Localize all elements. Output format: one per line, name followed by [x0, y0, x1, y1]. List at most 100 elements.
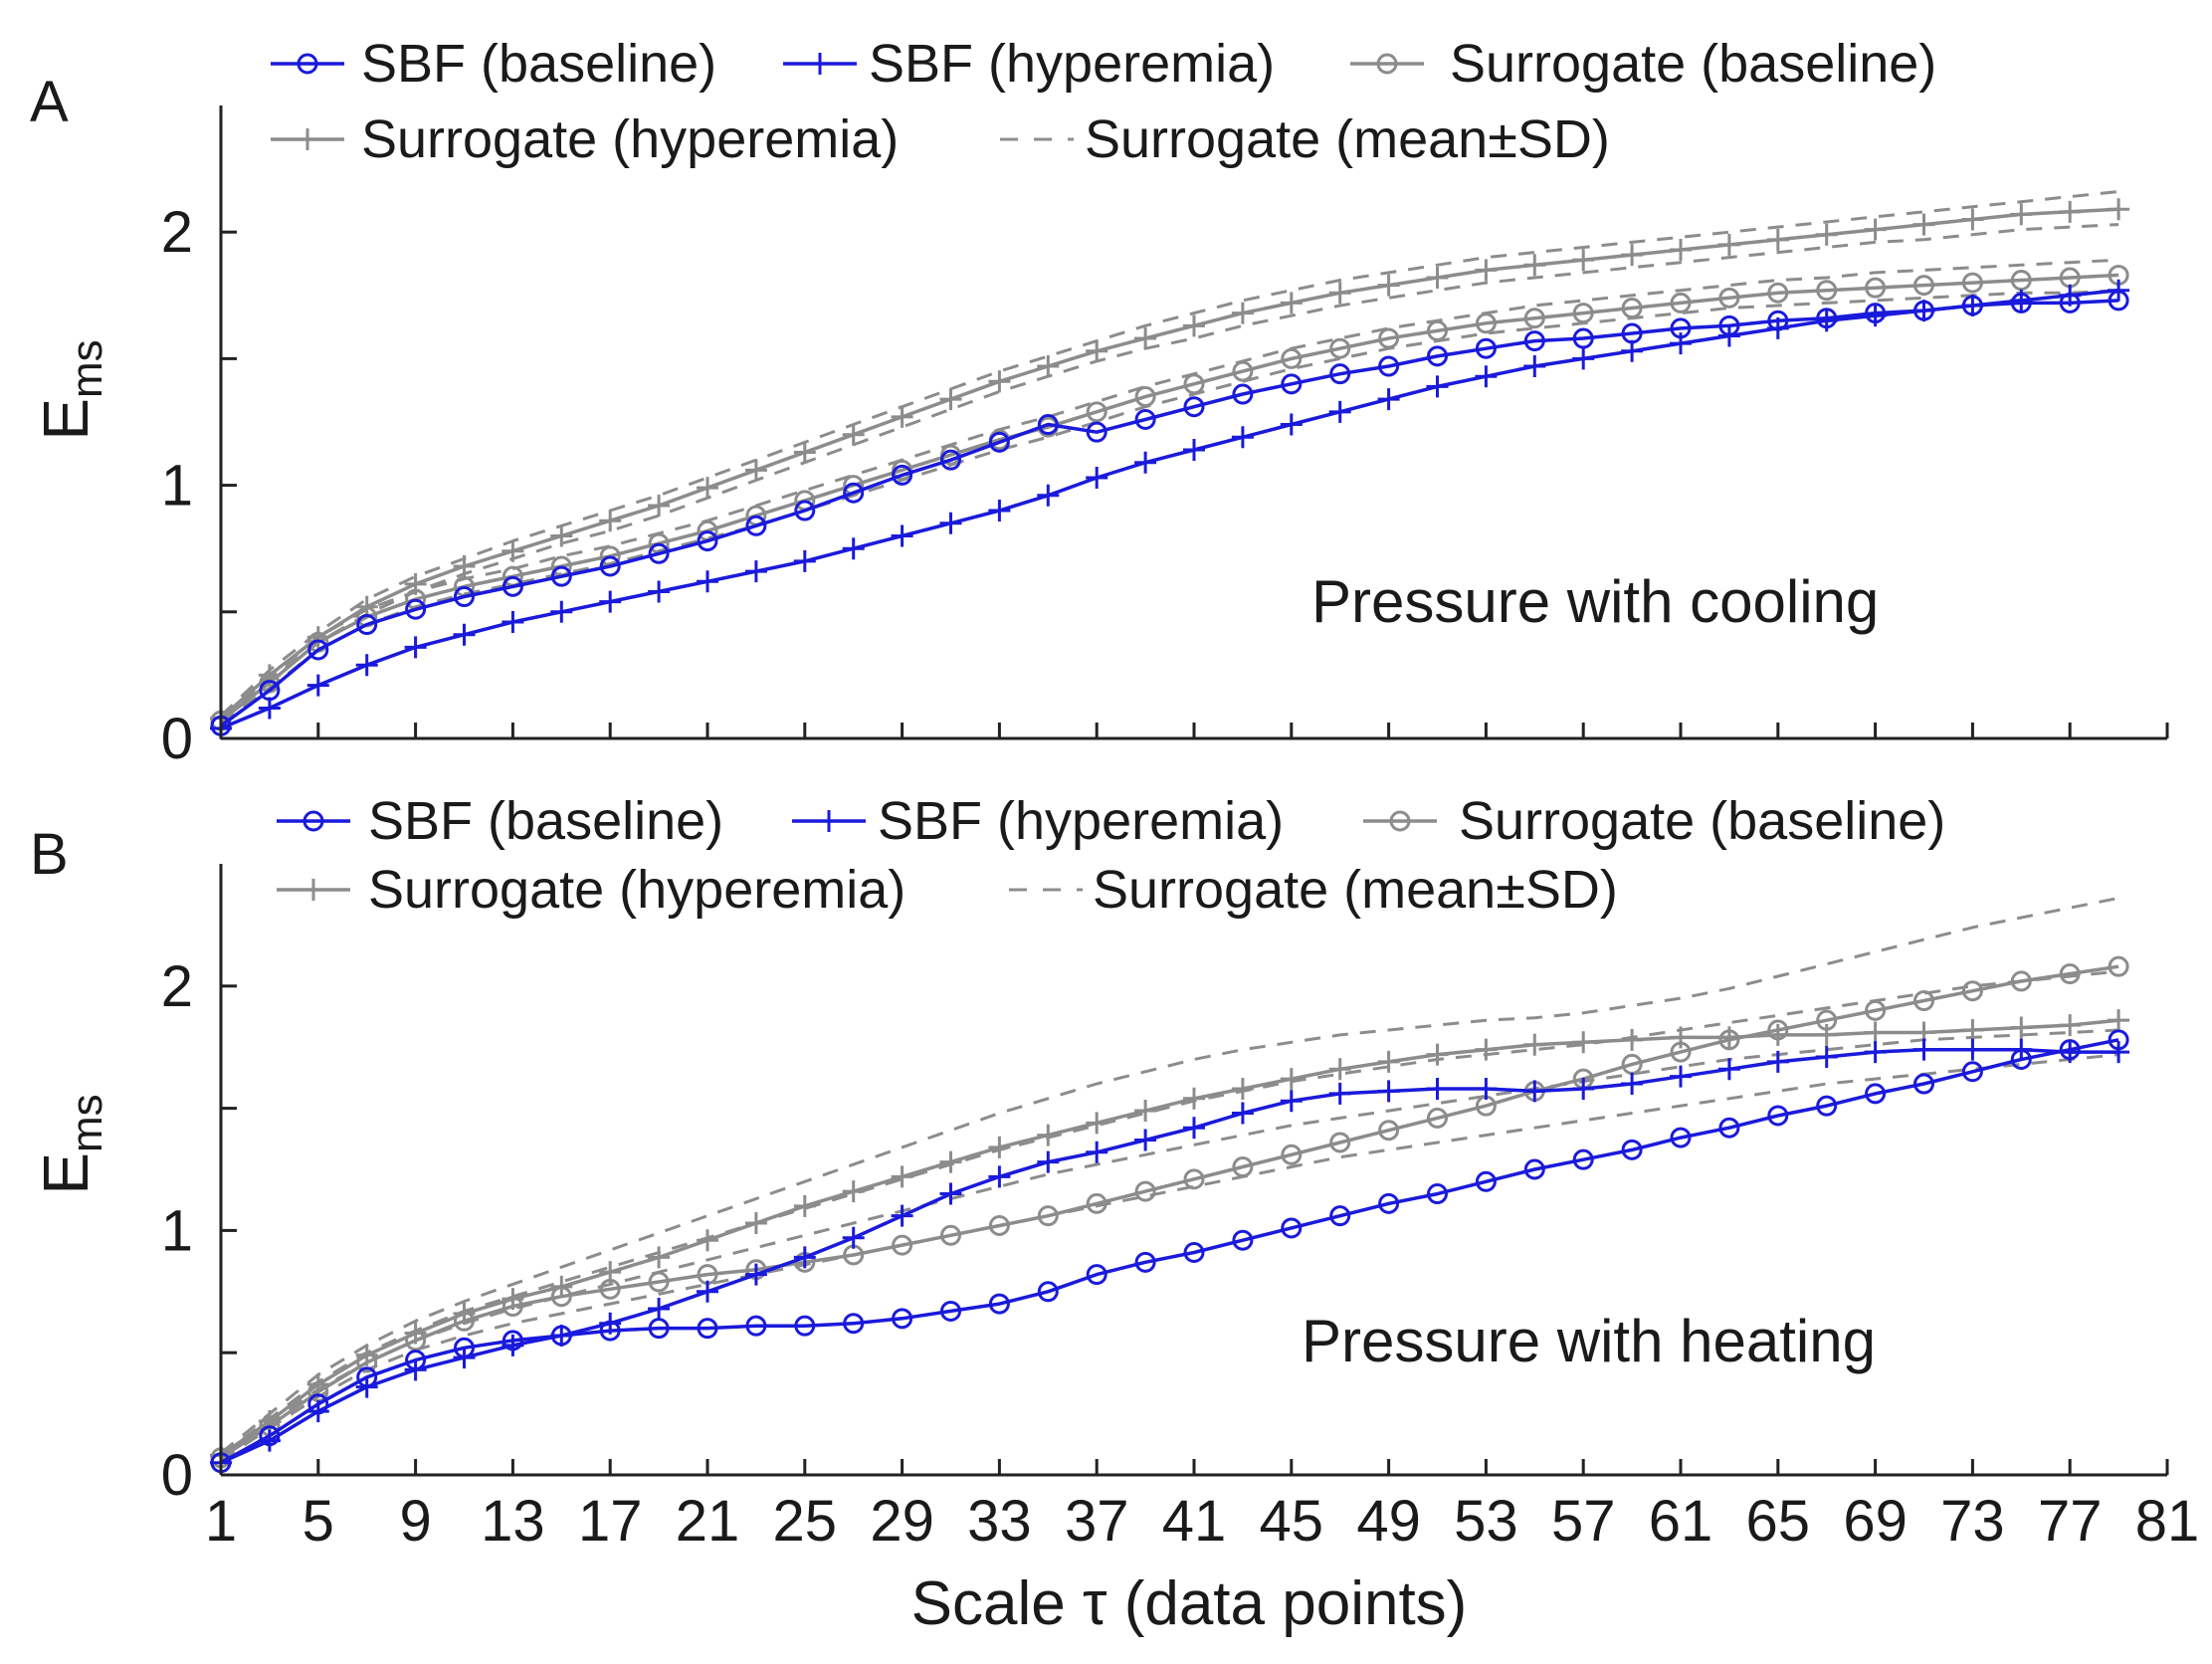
point-b-0-18 [1086, 1264, 1107, 1286]
point-a-3-29 [1621, 244, 1644, 267]
point-a-2-34 [1865, 277, 1887, 299]
point-a-3-7 [550, 524, 573, 547]
point-b-1-32 [1766, 1050, 1789, 1073]
point-b-3-22 [1280, 1068, 1303, 1091]
series-line-a-0 [219, 299, 2119, 728]
legend-label-a-3: Surrogate (hyperemia) [361, 109, 899, 169]
point-a-1-24 [1377, 388, 1400, 411]
point-a-1-4 [404, 636, 427, 659]
legend-marker-a-1 [809, 53, 831, 75]
point-b-1-39 [2108, 1041, 2130, 1064]
point-b-0-30 [1670, 1127, 1692, 1148]
point-b-2-38 [2059, 963, 2081, 985]
point-b-3-4 [404, 1322, 427, 1345]
x-tick-label-18: 73 [1940, 1489, 2005, 1554]
point-b-0-34 [1865, 1083, 1887, 1105]
point-a-2-23 [1329, 337, 1351, 359]
point-a-1-28 [1572, 347, 1595, 370]
point-b-3-7 [550, 1275, 573, 1298]
point-a-1-26 [1475, 365, 1498, 388]
legend-label-b-1: SBF (hyperemia) [878, 791, 1284, 851]
x-tick-label-19: 77 [2038, 1489, 2103, 1554]
legend-label-b-0: SBF (baseline) [368, 791, 723, 851]
point-a-0-26 [1475, 337, 1497, 359]
point-a-3-37 [2010, 203, 2033, 226]
point-b-1-10 [697, 1280, 718, 1303]
point-a-2-21 [1232, 360, 1254, 382]
point-b-3-31 [1717, 1026, 1740, 1049]
point-b-3-15 [939, 1150, 962, 1173]
legend-marker-b-3 [302, 879, 324, 901]
point-a-2-20 [1183, 373, 1205, 395]
point-a-1-5 [453, 623, 476, 646]
point-b-0-11 [745, 1315, 767, 1337]
point-a-3-23 [1328, 282, 1351, 305]
point-a-3-17 [1037, 355, 1060, 378]
point-b-3-30 [1670, 1026, 1692, 1049]
point-b-1-26 [1475, 1077, 1498, 1100]
point-a-1-20 [1183, 438, 1205, 461]
y-tick-label-b-4: 2 [161, 954, 193, 1019]
point-b-0-16 [988, 1293, 1010, 1315]
point-b-3-6 [502, 1288, 524, 1311]
point-a-0-7 [550, 565, 572, 587]
point-a-3-39 [2108, 198, 2130, 221]
annotation-a: Pressure with cooling [1311, 568, 1879, 635]
point-b-2-25 [1427, 1107, 1448, 1129]
series-line-b-1 [220, 1047, 2119, 1465]
point-a-3-26 [1475, 259, 1498, 282]
point-b-0-28 [1572, 1148, 1594, 1170]
legend-marker-a-3 [297, 128, 318, 150]
point-a-1-6 [502, 610, 524, 633]
point-b-3-8 [599, 1261, 622, 1284]
point-b-3-2 [306, 1373, 329, 1396]
point-b-3-12 [793, 1194, 816, 1217]
point-b-2-34 [1865, 999, 1887, 1021]
legend-marker-b-0 [302, 810, 324, 832]
series-b-0 [210, 1029, 2129, 1474]
point-a-3-18 [1086, 339, 1108, 362]
panel-b: B Ems 1 5 9 13 17 21 25 29 33 37 41 45 49 53 57 61 65 69 7… [30, 791, 2199, 1554]
point-a-1-25 [1426, 375, 1449, 398]
point-a-1-18 [1086, 466, 1108, 489]
y-tick-label-a-2: 1 [161, 454, 193, 519]
point-a-2-24 [1378, 327, 1400, 349]
point-b-2-9 [648, 1271, 670, 1293]
point-a-1-23 [1328, 400, 1351, 423]
point-b-1-3 [355, 1375, 378, 1398]
point-a-1-36 [1961, 294, 1984, 316]
point-b-0-27 [1523, 1158, 1545, 1180]
x-tick-label-11: 45 [1260, 1489, 1324, 1554]
point-a-3-11 [744, 459, 767, 482]
point-b-3-27 [1523, 1033, 1546, 1056]
point-a-1-37 [2010, 289, 2033, 312]
point-b-3-19 [1134, 1100, 1157, 1123]
x-tick-label-2: 9 [399, 1489, 431, 1554]
y-tick-label-b-2: 1 [161, 1198, 193, 1263]
point-b-1-5 [453, 1347, 476, 1369]
legend-item-a-3: Surrogate (hyperemia) [271, 109, 899, 169]
point-b-3-36 [1961, 1019, 1984, 1042]
point-b-0-22 [1281, 1217, 1303, 1239]
point-b-2-37 [2010, 970, 2032, 992]
point-a-1-38 [2059, 284, 2082, 307]
legend-label-b-4: Surrogate (mean±SD) [1093, 860, 1618, 920]
point-b-0-26 [1475, 1170, 1497, 1192]
point-a-1-1 [258, 697, 281, 720]
legend-label-a-1: SBF (hyperemia) [869, 34, 1275, 94]
point-b-1-1 [258, 1429, 281, 1452]
point-b-0-15 [940, 1300, 961, 1322]
point-a-0-18 [1086, 421, 1107, 443]
point-b-1-31 [1717, 1058, 1740, 1081]
ylabel-a: Ems [30, 339, 111, 440]
point-b-1-2 [306, 1400, 329, 1423]
series-a-5 [220, 289, 2119, 725]
series-b-5 [220, 969, 2119, 1457]
legend-marker-a-2 [1376, 53, 1398, 75]
series-a-2 [210, 264, 2129, 731]
point-b-3-38 [2059, 1014, 2082, 1037]
point-a-3-6 [502, 539, 524, 562]
point-b-1-22 [1280, 1090, 1303, 1113]
point-b-1-30 [1670, 1065, 1692, 1088]
